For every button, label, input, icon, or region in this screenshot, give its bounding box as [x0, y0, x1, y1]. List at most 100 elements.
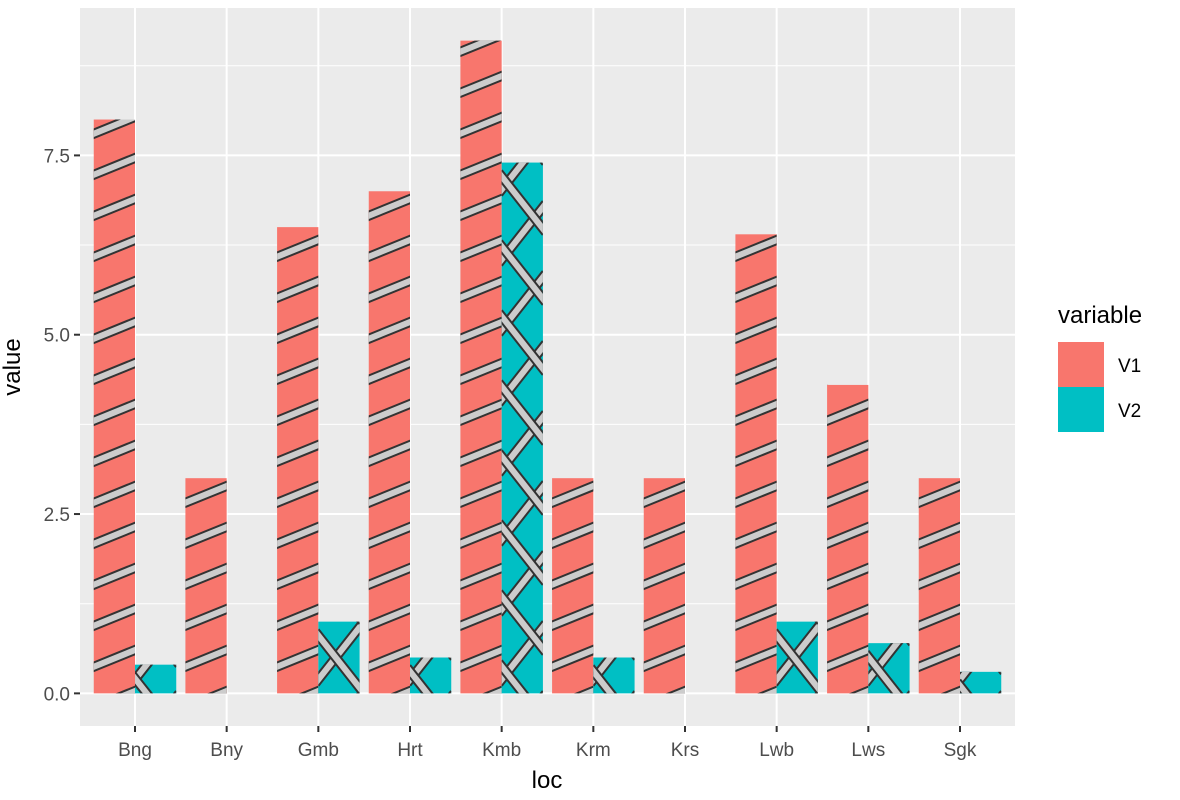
pattern-stripe: [827, 441, 869, 465]
bar-v1-bng: [93, 119, 135, 694]
bars: [93, 40, 1002, 694]
pattern-stripe-up: [135, 664, 151, 685]
pattern-stripe: [643, 523, 685, 547]
pattern-stripe: [735, 605, 777, 629]
pattern-stripe: [212, 687, 227, 694]
pattern-stripe: [460, 195, 502, 219]
pattern-stripe: [93, 605, 135, 629]
bar-v2-gmb: [318, 621, 360, 694]
pattern-stripe: [735, 400, 777, 424]
pattern-stripe: [368, 646, 410, 670]
pattern-stripe: [946, 687, 960, 694]
pattern-stripe: [735, 482, 777, 506]
pattern-stripe-down: [501, 311, 543, 374]
x-tick-label: Hrt: [397, 740, 423, 761]
bar-pattern: [318, 621, 360, 694]
pattern-stripe: [277, 482, 319, 506]
pattern-stripe: [460, 482, 502, 506]
pattern-stripe: [93, 154, 135, 178]
pattern-stripe: [460, 564, 502, 588]
pattern-stripe-down: [960, 680, 970, 694]
pattern-stripe-down: [593, 666, 615, 694]
bar-v1-kmb: [460, 40, 502, 694]
pattern-stripe-down: [410, 666, 432, 694]
y-tick-label: 7.5: [44, 146, 70, 167]
pattern-stripe: [918, 605, 960, 629]
pattern-stripe-up: [868, 643, 901, 685]
x-tick-label: Lws: [851, 740, 885, 761]
pattern-stripe: [277, 605, 319, 629]
bar-pattern: [918, 480, 960, 694]
pattern-stripe-down: [318, 630, 360, 693]
bar-pattern: [827, 384, 869, 694]
pattern-stripe: [93, 564, 135, 588]
bar-v2-krm: [593, 657, 635, 694]
x-tick-label: Krs: [671, 740, 700, 761]
pattern-stripe: [396, 687, 410, 694]
pattern-stripe: [854, 687, 869, 694]
pattern-stripe: [368, 359, 410, 383]
pattern-stripe-down: [501, 241, 543, 304]
pattern-stripe: [368, 482, 410, 506]
bar-v1-sgk: [918, 478, 960, 694]
x-axis-title: loc: [532, 767, 563, 794]
pattern-stripe: [277, 277, 319, 301]
pattern-stripe: [643, 564, 685, 588]
pattern-stripe: [185, 523, 227, 547]
pattern-stripe: [277, 400, 319, 424]
pattern-stripe: [735, 318, 777, 342]
x-tick-label: Krm: [576, 740, 611, 761]
bar-pattern: [868, 643, 910, 694]
x-tick-label: Sgk: [944, 740, 977, 761]
pattern-stripe: [579, 687, 594, 694]
bar-pattern: [593, 657, 635, 694]
pattern-stripe: [460, 318, 502, 342]
legend-keys: [1058, 342, 1104, 432]
bar-pattern: [135, 664, 177, 694]
bar-v1-gmb: [277, 227, 319, 694]
bar-pattern: [410, 657, 452, 694]
bar-v1-bny: [185, 478, 227, 694]
pattern-stripe: [277, 359, 319, 383]
pattern-stripe: [552, 646, 594, 670]
bar-v1-krm: [552, 478, 594, 694]
pattern-stripe-down: [135, 673, 151, 694]
pattern-stripe-down: [776, 630, 818, 693]
pattern-stripe: [827, 400, 869, 424]
pattern-stripe: [93, 482, 135, 506]
pattern-stripe: [93, 119, 135, 137]
pattern-stripe: [460, 605, 502, 629]
bar-pattern: [93, 119, 135, 694]
pattern-stripe: [918, 564, 960, 588]
legend-key-v1: [1058, 342, 1104, 387]
pattern-stripe: [460, 441, 502, 465]
pattern-stripe: [735, 523, 777, 547]
bar-v1-lwb: [735, 234, 777, 694]
pattern-stripe: [460, 400, 502, 424]
bar-pattern: [460, 40, 502, 694]
pattern-stripe: [918, 523, 960, 547]
bar-pattern: [501, 162, 543, 694]
pattern-stripe: [735, 277, 777, 301]
pattern-stripe: [185, 646, 227, 670]
pattern-stripe-up: [776, 622, 818, 685]
pattern-stripe: [368, 318, 410, 342]
bar-pattern: [185, 480, 227, 694]
x-tick-label: Kmb: [482, 740, 521, 761]
y-axis-title: value: [0, 338, 26, 395]
pattern-stripe: [93, 318, 135, 342]
pattern-stripe: [827, 646, 869, 670]
pattern-stripe: [368, 277, 410, 301]
pattern-stripe: [460, 72, 502, 96]
bar-pattern: [277, 234, 319, 694]
pattern-stripe: [185, 482, 227, 506]
pattern-stripe: [185, 564, 227, 588]
pattern-stripe: [185, 605, 227, 629]
bar-pattern: [776, 621, 818, 694]
bar-v2-kmb: [501, 162, 543, 694]
bar-v2-hrt: [410, 657, 452, 694]
pattern-stripe: [552, 605, 594, 629]
pattern-stripe: [93, 359, 135, 383]
bar-v2-bng: [135, 664, 177, 694]
